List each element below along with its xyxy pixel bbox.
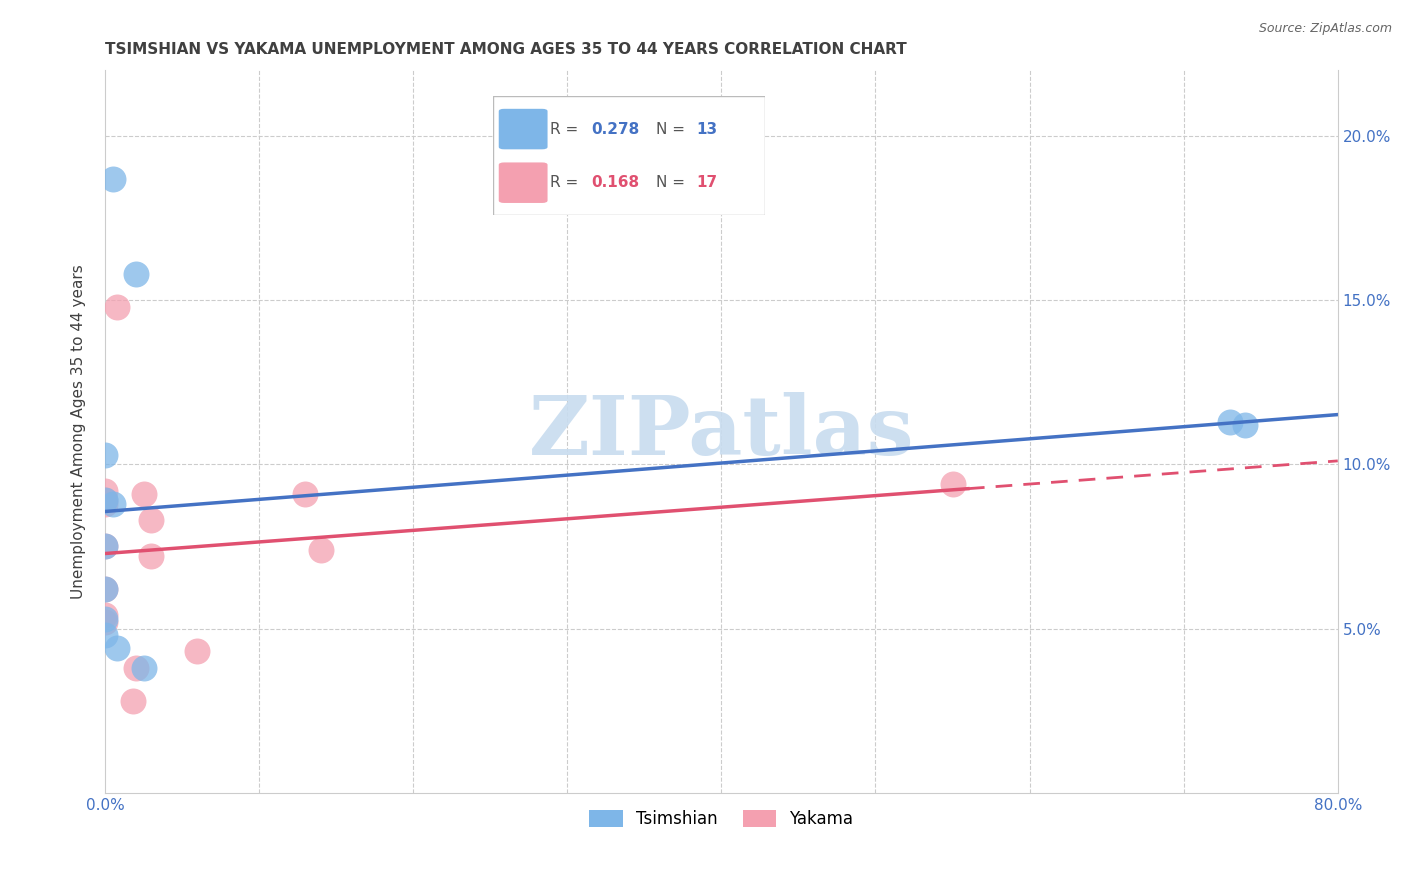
Point xyxy=(294,487,316,501)
Text: Source: ZipAtlas.com: Source: ZipAtlas.com xyxy=(1258,22,1392,36)
Point xyxy=(125,267,148,281)
Point xyxy=(101,171,124,186)
Point xyxy=(94,628,117,642)
Point xyxy=(309,542,332,557)
Point xyxy=(105,641,128,656)
Point xyxy=(941,477,963,491)
Point xyxy=(121,694,143,708)
Point xyxy=(94,615,117,629)
Point xyxy=(141,549,163,564)
Point xyxy=(94,612,117,626)
Point xyxy=(1219,415,1241,429)
Point xyxy=(1234,417,1257,432)
Point xyxy=(94,540,117,554)
Point xyxy=(94,608,117,623)
Point xyxy=(141,513,163,527)
Point xyxy=(94,540,117,554)
Point xyxy=(94,493,117,508)
Point xyxy=(105,300,128,314)
Point xyxy=(94,582,117,596)
Text: ZIPatlas: ZIPatlas xyxy=(529,392,914,472)
Point xyxy=(186,644,208,658)
Point xyxy=(132,487,155,501)
Point xyxy=(132,661,155,675)
Point xyxy=(94,582,117,596)
Point xyxy=(125,661,148,675)
Point xyxy=(94,448,117,462)
Legend: Tsimshian, Yakama: Tsimshian, Yakama xyxy=(582,804,860,835)
Point xyxy=(94,493,117,508)
Point xyxy=(94,497,117,511)
Text: TSIMSHIAN VS YAKAMA UNEMPLOYMENT AMONG AGES 35 TO 44 YEARS CORRELATION CHART: TSIMSHIAN VS YAKAMA UNEMPLOYMENT AMONG A… xyxy=(105,42,907,57)
Point xyxy=(101,497,124,511)
Y-axis label: Unemployment Among Ages 35 to 44 years: Unemployment Among Ages 35 to 44 years xyxy=(72,264,86,599)
Point xyxy=(94,483,117,498)
